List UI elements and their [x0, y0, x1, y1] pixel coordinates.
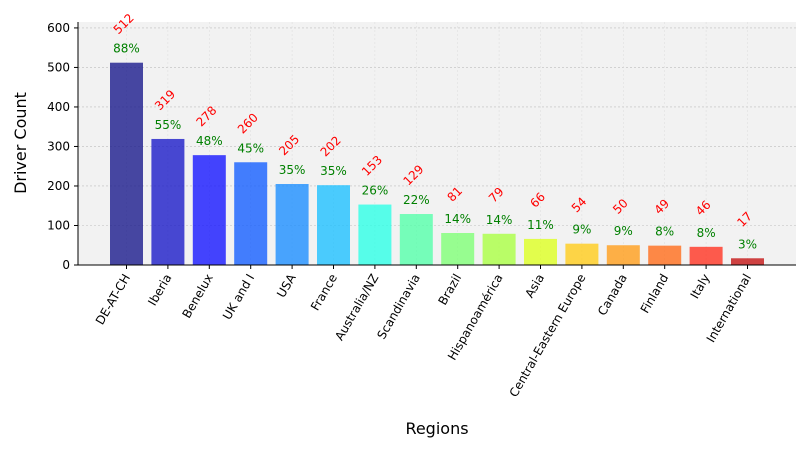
bar	[731, 258, 764, 265]
bar	[399, 214, 433, 265]
x-tick-label: Scandinavia	[374, 272, 423, 342]
x-tick-label: Italy	[688, 272, 713, 302]
x-tick-label: International	[704, 272, 754, 345]
y-axis-title: Driver Count	[11, 92, 30, 194]
percent-label: 22%	[403, 193, 430, 207]
x-tick-label: Central-Eastern Europe	[507, 272, 589, 400]
bar	[110, 62, 143, 266]
y-tick-label: 300	[47, 139, 70, 153]
x-tick-label: USA	[274, 271, 299, 300]
percent-label: 8%	[655, 225, 674, 239]
bar	[192, 155, 226, 265]
y-tick-label: 0	[62, 258, 70, 272]
percent-label: 3%	[738, 237, 757, 251]
percent-label: 55%	[155, 118, 182, 132]
percent-label: 14%	[444, 212, 471, 226]
bars	[110, 62, 764, 266]
x-tick-label: UK and I	[220, 272, 257, 323]
x-tick-label: France	[308, 272, 340, 314]
bar	[524, 238, 557, 265]
x-tick-label: Canada	[595, 272, 630, 319]
percent-label: 35%	[320, 164, 347, 178]
bar	[234, 162, 268, 265]
x-axis-title: Regions	[405, 419, 468, 438]
percent-label: 45%	[237, 141, 264, 155]
bar	[151, 138, 185, 265]
bar	[441, 232, 475, 265]
percent-label: 26%	[362, 184, 389, 198]
x-tick-label: Brazil	[435, 272, 464, 308]
data-labels: 88%51255%31948%27845%26035%20535%20226%1…	[111, 11, 757, 251]
y-tick-label: 600	[47, 21, 70, 35]
x-ticks: DE-AT-CH Iberia Benelux UK and I USA FranceAu…	[93, 265, 754, 399]
x-tick-label: Benelux	[179, 272, 215, 321]
y-tick-label: 100	[47, 218, 70, 232]
percent-label: 35%	[279, 163, 306, 177]
x-tick-label: Iberia	[145, 272, 174, 309]
plot-background	[78, 22, 796, 265]
percent-label: 9%	[572, 223, 591, 237]
percent-label: 11%	[527, 218, 554, 232]
bar	[317, 185, 350, 265]
percent-label: 9%	[614, 224, 633, 238]
x-tick-label: Asia	[522, 272, 547, 301]
percent-label: 88%	[113, 42, 140, 56]
bar	[358, 204, 392, 265]
bar	[606, 245, 640, 265]
bar	[565, 243, 599, 265]
x-tick-label: DE-AT-CH	[93, 272, 133, 328]
y-tick-label: 500	[47, 60, 70, 74]
y-tick-label: 400	[47, 100, 70, 114]
percent-label: 8%	[697, 226, 716, 240]
y-ticks: 0 100 200 300 400 500 600	[47, 21, 78, 272]
y-tick-label: 200	[47, 179, 70, 193]
bar	[482, 233, 516, 265]
percent-label: 48%	[196, 134, 223, 148]
percent-label: 14%	[486, 213, 513, 227]
x-tick-label: Finland	[638, 272, 672, 316]
x-tick-label: Australia/NZ	[332, 272, 381, 343]
bar	[275, 184, 309, 265]
bar	[648, 245, 682, 265]
bar	[689, 246, 723, 265]
